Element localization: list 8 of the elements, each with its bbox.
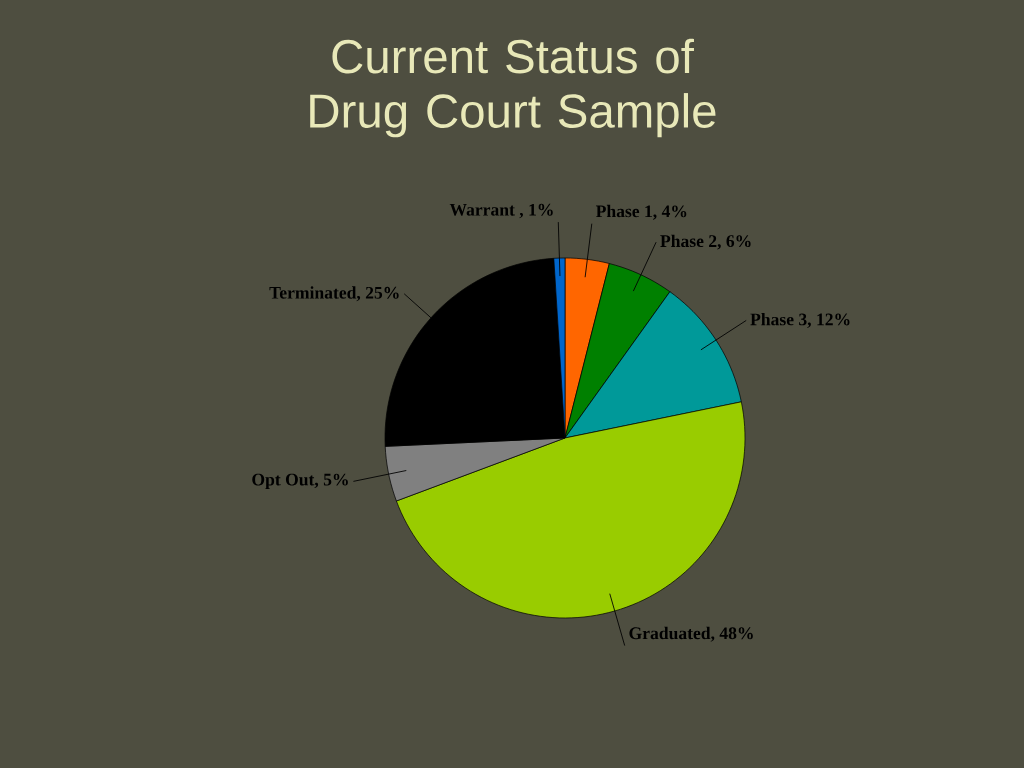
- slice-label: Phase 1, 4%: [595, 204, 687, 220]
- slice-label: Phase 3, 12%: [750, 312, 850, 328]
- slice-label: Graduated, 48%: [629, 626, 753, 642]
- chart-title: Current Status of Drug Court Sample: [310, 38, 716, 138]
- slice-label: Opt Out, 5%: [252, 473, 348, 490]
- slice-label: Terminated, 25%: [269, 286, 399, 302]
- slice-label: Phase 2, 6%: [660, 234, 751, 250]
- slice-label: Warrant , 1%: [449, 203, 553, 219]
